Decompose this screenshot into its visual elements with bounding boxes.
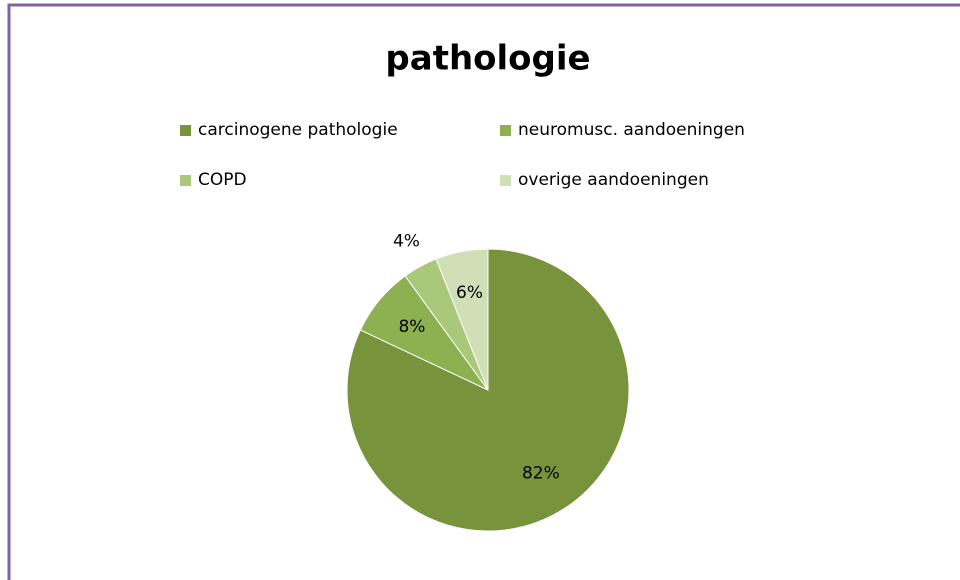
legend-label: neuromusc. aandoeningen <box>518 120 745 140</box>
legend-swatch <box>500 175 511 186</box>
data-label: 82% <box>522 463 560 483</box>
legend-label: overige aandoeningen <box>518 170 709 190</box>
pie-slice <box>435 248 489 391</box>
data-label: 4% <box>393 232 420 252</box>
legend-label: carcinogene pathologie <box>198 120 398 140</box>
chart-title: pathologie <box>385 39 590 79</box>
legend-label: COPD <box>198 170 247 190</box>
legend-swatch <box>180 175 191 186</box>
data-label: 6% <box>456 283 483 303</box>
data-label: 8% <box>398 317 425 337</box>
legend-swatch <box>500 125 511 136</box>
legend-swatch <box>180 125 191 136</box>
